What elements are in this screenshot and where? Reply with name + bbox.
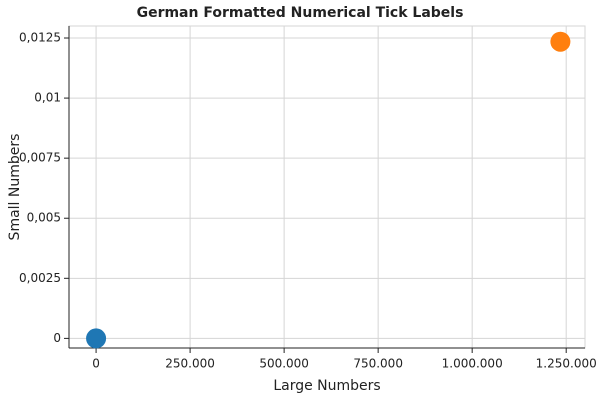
y-axis-label: Small Numbers	[7, 134, 23, 241]
point	[86, 328, 107, 349]
plot-area	[68, 25, 586, 349]
point	[550, 31, 571, 52]
x-tick-label: 250.000	[165, 357, 215, 371]
y-tick-label: 0,005	[27, 211, 61, 225]
x-tick-label: 1.000.000	[442, 357, 503, 371]
x-tick-label: 1.250.000	[536, 357, 597, 371]
x-axis-label: Large Numbers	[273, 378, 380, 394]
y-tick-label: 0,0025	[19, 271, 61, 285]
y-tick-label: 0	[53, 331, 61, 345]
x-tick-label: 0	[92, 357, 100, 371]
chart-title: German Formatted Numerical Tick Labels	[137, 5, 464, 21]
x-tick-label: 500.000	[259, 357, 309, 371]
y-tick-label: 0,01	[34, 91, 61, 105]
y-tick-label: 0,0075	[19, 151, 61, 165]
y-tick-label: 0,0125	[19, 31, 61, 45]
x-tick-label: 750.000	[353, 357, 403, 371]
